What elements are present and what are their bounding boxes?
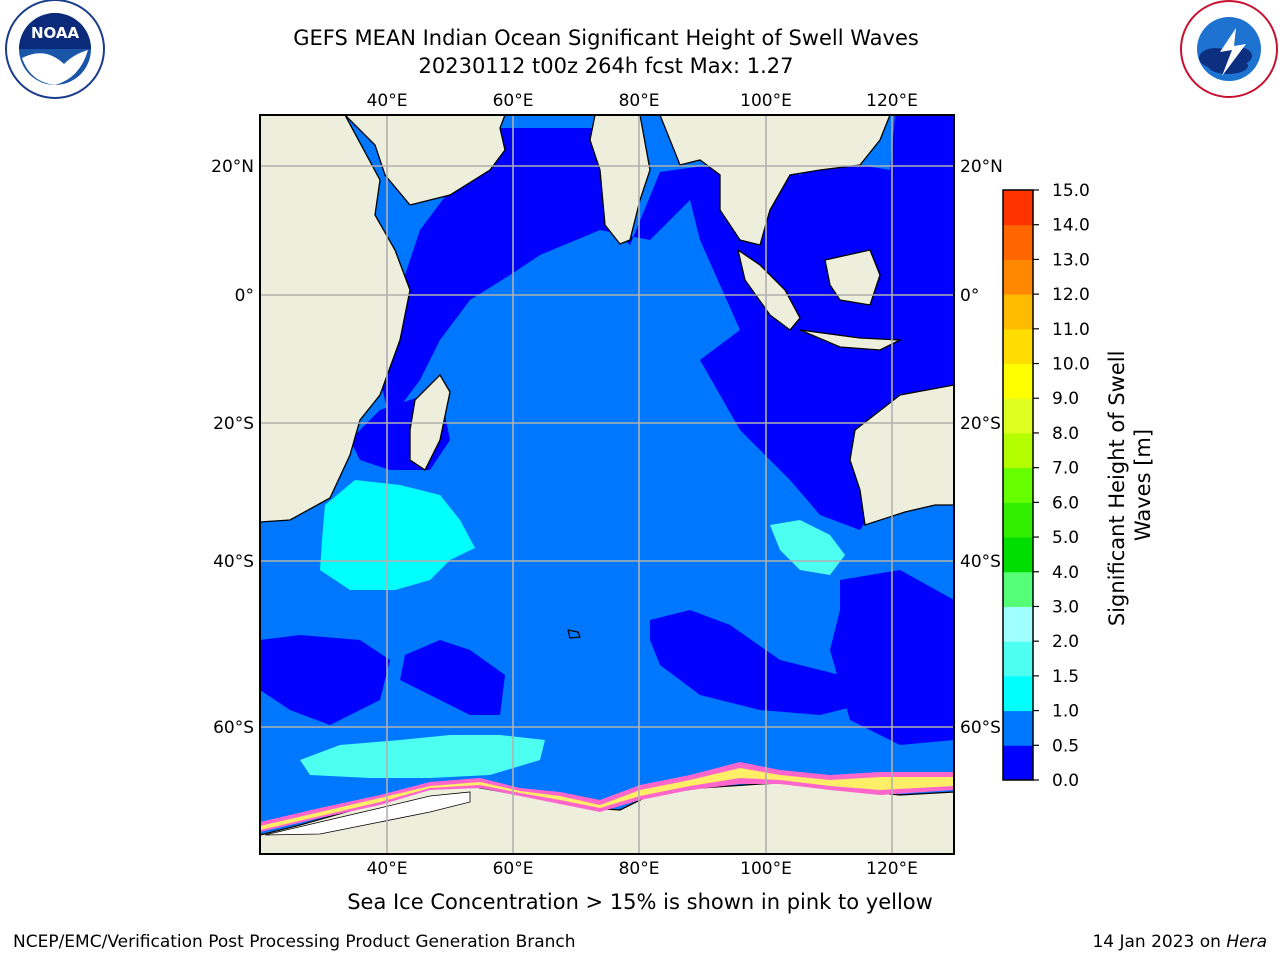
map-frame xyxy=(259,114,955,855)
lon-labels-bottom: 40°E 60°E 80°E 100°E 120°E xyxy=(367,859,918,879)
colorbar-swatch xyxy=(1003,328,1033,365)
colorbar-tick-label: 1.5 xyxy=(1052,667,1079,687)
colorbar-tick-label: 0.5 xyxy=(1052,736,1079,756)
lat-label: 60°S xyxy=(213,718,254,738)
colorbar-tick-label: 5.0 xyxy=(1052,528,1079,548)
colorbar-swatch xyxy=(1003,363,1033,399)
lon-label: 100°E xyxy=(740,91,792,111)
colorbar-tick-label: 2.0 xyxy=(1052,632,1079,652)
colorbar-tick-label: 13.0 xyxy=(1052,250,1090,270)
colorbar-swatch xyxy=(1003,467,1033,503)
colorbar-tick-label: 14.0 xyxy=(1052,216,1090,236)
chart-title: GEFS MEAN Indian Ocean Significant Heigh… xyxy=(293,26,919,50)
lon-label: 120°E xyxy=(866,859,918,879)
sea-ice-caption: Sea Ice Concentration > 15% is shown in … xyxy=(347,890,933,914)
land-sumatra-borneo xyxy=(736,248,881,331)
lat-label: 20°N xyxy=(960,157,1003,177)
land-java xyxy=(799,329,903,351)
lat-label: 60°S xyxy=(960,718,1001,738)
lat-label: 40°S xyxy=(213,552,254,572)
colorbar-swatch xyxy=(1003,675,1033,712)
lon-labels-top: 40°E 60°E 80°E 100°E 120°E xyxy=(367,91,918,111)
colorbar-tick-label: 1.0 xyxy=(1052,702,1079,722)
lat-label: 0° xyxy=(960,286,979,306)
land-australia xyxy=(849,384,954,526)
map-panel xyxy=(260,115,954,854)
sea-ice-band xyxy=(260,762,954,836)
footer-date-text: 14 Jan 2023 on xyxy=(1092,932,1227,952)
colorbar-swatch xyxy=(1003,294,1033,330)
lat-label: 20°S xyxy=(213,414,254,434)
lon-label: 80°E xyxy=(619,91,660,111)
colorbar-swatch xyxy=(1003,259,1033,295)
nws-logo xyxy=(1180,0,1278,98)
colorbar-tick-label: 11.0 xyxy=(1052,320,1090,340)
colorbar-label-line2: Waves [m] xyxy=(1131,429,1155,541)
colorbar-swatch xyxy=(1003,641,1033,677)
lon-label: 100°E xyxy=(740,859,792,879)
colorbar-swatch xyxy=(1003,606,1033,642)
colorbar-tick-label: 10.0 xyxy=(1052,355,1090,375)
kerguelen-island xyxy=(567,629,581,639)
lon-label: 120°E xyxy=(866,91,918,111)
footer-date: 14 Jan 2023 on Hera xyxy=(1092,932,1267,952)
colorbar-frame xyxy=(1002,189,1034,781)
colorbar: 0.0 0.5 1.0 1.5 2.0 3.0 4.0 5.0 6.0 7.0 8.0 9.0 10.0… xyxy=(1002,181,1090,791)
noaa-wordmark: NOAA xyxy=(31,24,80,42)
land-africa-arabia xyxy=(260,115,506,523)
lon-label: 60°E xyxy=(493,859,534,879)
colorbar-swatch xyxy=(1003,710,1033,746)
colorbar-tick-label: 7.0 xyxy=(1052,459,1079,479)
colorbar-swatch xyxy=(1003,190,1033,226)
colorbar-label-line1: Significant Height of Swell xyxy=(1105,351,1129,627)
lon-label: 40°E xyxy=(367,859,408,879)
colorbar-swatch xyxy=(1003,745,1033,781)
colorbar-label: Significant Height of Swell Waves [m] xyxy=(1105,344,1155,626)
colorbar-tick-label: 4.0 xyxy=(1052,563,1079,583)
lat-labels-left: 20°N 0° 20°S 40°S 60°S xyxy=(211,157,254,738)
land-indochina xyxy=(659,115,891,246)
land-india xyxy=(589,115,651,245)
colorbar-swatch xyxy=(1003,537,1033,573)
colorbar-swatch xyxy=(1003,502,1033,538)
chart-subtitle: 20230112 t00z 264h fcst Max: 1.27 xyxy=(418,54,794,78)
colorbar-tick-label: 15.0 xyxy=(1052,181,1090,201)
colorbar-swatch xyxy=(1003,432,1033,469)
footer-machine: Hera xyxy=(1226,932,1267,952)
colorbar-tick-label: 8.0 xyxy=(1052,424,1079,444)
lat-label: 20°S xyxy=(960,414,1001,434)
colorbar-swatch xyxy=(1003,224,1033,260)
colorbar-tick-label: 6.0 xyxy=(1052,493,1079,513)
lon-label: 60°E xyxy=(493,91,534,111)
lon-label: 40°E xyxy=(367,91,408,111)
map-gridlines xyxy=(260,115,954,854)
colorbar-tick-label: 3.0 xyxy=(1052,597,1079,617)
colorbar-tick-label: 9.0 xyxy=(1052,389,1079,409)
colorbar-swatch xyxy=(1003,398,1033,434)
colorbar-swatch xyxy=(1003,571,1033,607)
swell-1-1p5-regions xyxy=(300,480,845,778)
colorbar-tick-label: 0.0 xyxy=(1052,771,1079,791)
footer-credit: NCEP/EMC/Verification Post Processing Pr… xyxy=(13,932,576,952)
lat-label: 40°S xyxy=(960,552,1001,572)
lat-labels-right: 20°N 0° 20°S 40°S 60°S xyxy=(960,157,1003,738)
colorbar-tick-label: 12.0 xyxy=(1052,285,1090,305)
lat-label: 20°N xyxy=(211,157,254,177)
noaa-logo: NOAA xyxy=(5,0,105,99)
lon-label: 80°E xyxy=(619,859,660,879)
lat-label: 0° xyxy=(235,286,254,306)
